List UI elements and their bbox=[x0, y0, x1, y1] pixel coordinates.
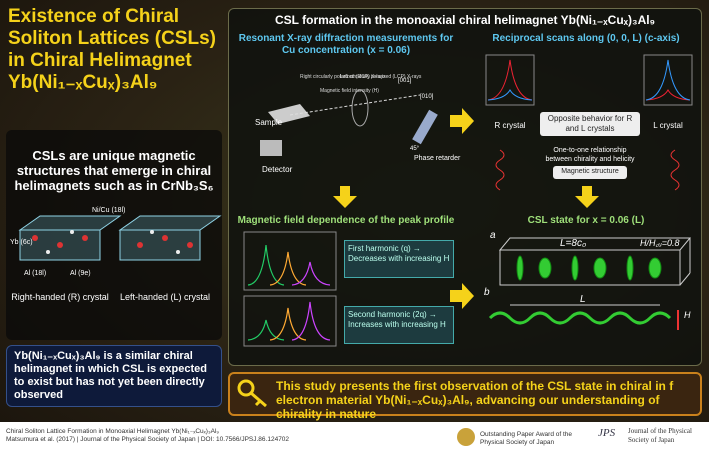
banner bbox=[228, 372, 702, 416]
award: Outstanding Paper Award of the Physical … bbox=[480, 431, 573, 446]
intro-text: CSLs are unique magnetic structures that… bbox=[14, 148, 214, 193]
main-panel bbox=[228, 8, 702, 366]
setup-title: Resonant X-ray diffraction measurements … bbox=[238, 33, 454, 56]
award-medal bbox=[457, 428, 475, 446]
retarder-icon bbox=[412, 109, 438, 145]
state-title: CSL state for x = 0.06 (L) bbox=[527, 215, 645, 226]
length-label: L bbox=[580, 294, 586, 305]
main-title: CSL formation in the monoaxial chiral he… bbox=[275, 13, 655, 27]
detector-icon bbox=[260, 140, 282, 156]
axis-label: b bbox=[484, 287, 490, 298]
journal: Journal of the Physical Society of Japan bbox=[628, 427, 692, 444]
crystal-label: Left-handed (L) crystal bbox=[120, 292, 210, 302]
setup-label: 45° bbox=[410, 146, 420, 152]
axis-label: a bbox=[490, 230, 496, 241]
second-harmonic-box: Second harmonic (2q) → Increases with in… bbox=[344, 306, 454, 344]
field-title: Magnetic field dependence of the peak pr… bbox=[237, 215, 455, 226]
note-box bbox=[6, 345, 222, 407]
setup-label: Left circularly polarized (LCP) X-rays bbox=[340, 74, 422, 80]
atom-label: Al (9e) bbox=[70, 270, 91, 277]
crystal-label: L crystal bbox=[653, 121, 683, 130]
jps-logo: JPS bbox=[598, 427, 616, 439]
setup-label: [001] bbox=[398, 78, 412, 84]
citation: Chiral Soliton Lattice Formation in Mono… bbox=[6, 428, 219, 435]
setup-label: Detector bbox=[262, 165, 293, 174]
atom-label: Ni/Cu (18l) bbox=[92, 207, 125, 214]
first-harmonic-box: First harmonic (q) → Decreases with incr… bbox=[344, 240, 454, 278]
source: Matsumura et al. (2017) | Journal of the… bbox=[6, 436, 290, 443]
intro-panel bbox=[6, 130, 222, 340]
magnetic-structure-box: Magnetic structure bbox=[553, 166, 627, 179]
atom-label: Yb (6c) bbox=[10, 239, 33, 246]
footer bbox=[0, 422, 709, 452]
setup-label: Right circularly polarized (RCP) X-rays bbox=[300, 74, 386, 80]
field-ratio: H/H꜀ᵤ=0.8 bbox=[640, 238, 680, 248]
opposite-box: Opposite behavior for R and L crystals bbox=[540, 112, 640, 136]
note-text: Yb(Ni₁₋ₓCuₓ)₃Al₉ is a similar chiral hel… bbox=[14, 350, 207, 401]
sample-icon bbox=[268, 104, 310, 124]
setup-label: Magnetic field intensity (H) bbox=[320, 88, 379, 94]
title: Existence of Chiral Soliton Lattices (CS… bbox=[8, 6, 216, 93]
setup-label: Sample bbox=[255, 118, 283, 127]
setup-label: Phase retarder bbox=[414, 155, 461, 162]
period-label: L=8c₀ bbox=[560, 238, 586, 249]
banner-text: This study presents the first observatio… bbox=[276, 379, 674, 421]
setup-label: [010] bbox=[420, 94, 434, 100]
crystal-label: Right-handed (R) crystal bbox=[11, 292, 109, 302]
scans-title: Reciprocal scans along (0, 0, L) (c-axis… bbox=[492, 33, 680, 44]
field-label: H bbox=[684, 310, 691, 320]
crystal-label: R crystal bbox=[494, 121, 525, 130]
atom-label: Al (18l) bbox=[24, 270, 46, 277]
relationship-text: One-to-one relationship between chiralit… bbox=[545, 147, 635, 163]
